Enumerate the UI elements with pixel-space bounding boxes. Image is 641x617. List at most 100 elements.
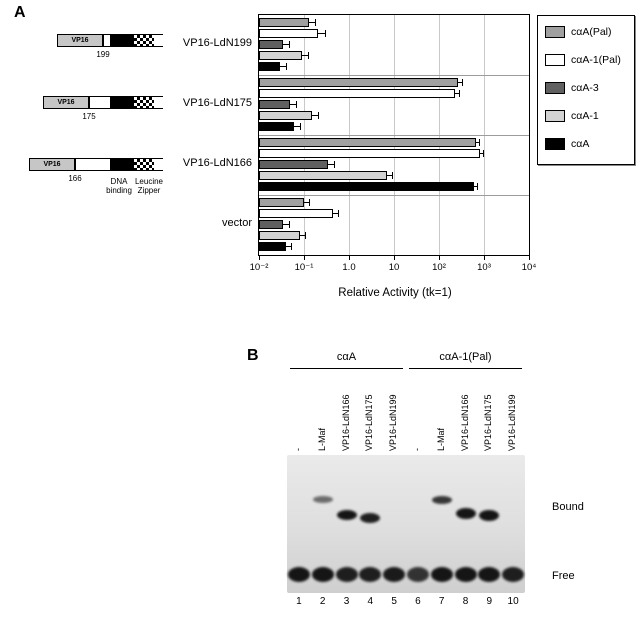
error-bar-cap [309, 199, 311, 206]
legend-item: cαA [545, 137, 589, 151]
data-bar [259, 51, 302, 60]
legend-color-swatch [545, 54, 565, 66]
tail-segment [154, 159, 164, 170]
error-bar-cap [299, 123, 301, 130]
free-band [335, 567, 358, 582]
bound-band-label: Bound [552, 501, 584, 513]
legend-color-swatch [545, 110, 565, 122]
dna-binding-annotation: DNA binding [106, 177, 132, 195]
lane-number: 10 [507, 596, 519, 607]
legend-label: cαA-1 [571, 110, 599, 122]
error-bar-cap [289, 41, 291, 48]
bar-chart-plot-area [258, 14, 530, 256]
dna-binding-segment [110, 35, 134, 46]
gel-group-label: cαA [336, 351, 357, 363]
data-bar [259, 40, 284, 49]
group-divider-line [259, 195, 529, 196]
vp16-box: VP16 [57, 34, 103, 47]
data-bar [259, 209, 334, 218]
data-bar [259, 100, 291, 109]
free-band [430, 567, 453, 582]
legend-color-swatch [545, 26, 565, 38]
error-bar [317, 33, 325, 34]
error-bar [286, 246, 292, 247]
error-bar-cap [338, 210, 339, 217]
error-bar [301, 55, 308, 56]
error-bar-cap [462, 79, 464, 86]
legend-label: cαA(Pal) [571, 26, 612, 38]
lane-number: 6 [415, 596, 421, 607]
lane-label: VP16-LdN166 [459, 394, 470, 451]
lane-label: VP16-LdN166 [340, 394, 351, 451]
free-band [478, 567, 501, 582]
n-region-segment [104, 35, 110, 46]
x-tick-label: 10⁻² [249, 262, 269, 273]
free-band [406, 567, 429, 582]
lane-label: - [411, 448, 422, 451]
n-region-segment [90, 97, 110, 108]
error-bar [283, 44, 290, 45]
gel-group-bracket [409, 368, 522, 369]
error-bar [299, 235, 305, 236]
free-band [287, 567, 310, 582]
lane-label: VP16-LdN175 [483, 394, 494, 451]
chart-group-label: vector [222, 217, 252, 229]
data-bar [259, 171, 388, 180]
leucine-zipper-segment [134, 159, 154, 170]
legend-color-swatch [545, 82, 565, 94]
x-tick-mark [439, 256, 440, 260]
lane-number: 8 [462, 596, 469, 607]
dna-binding-segment [110, 97, 134, 108]
free-band [454, 567, 477, 582]
bound-band [312, 496, 333, 504]
error-bar-cap [479, 139, 481, 146]
legend-item: cαA-1(Pal) [545, 53, 621, 67]
chart-group-label: VP16-LdN166 [182, 157, 252, 169]
lane-label: - [292, 448, 303, 451]
data-bar [259, 89, 456, 98]
error-bar-cap [315, 19, 317, 26]
vp16-box: VP16 [43, 96, 89, 109]
x-axis-title: Relative Activity (tk=1) [338, 287, 452, 299]
lane-label: VP16-LdN175 [364, 394, 375, 451]
lane-label: L-Maf [435, 427, 446, 451]
tail-segment [154, 35, 164, 46]
error-bar [304, 202, 310, 203]
error-bar [480, 153, 483, 154]
data-bar [259, 18, 310, 27]
x-tick-label: 1.0 [342, 262, 356, 273]
error-bar [294, 126, 300, 127]
error-bar [458, 82, 463, 83]
error-bar [333, 213, 338, 214]
chart-legend: cαA(Pal) cαA-1(Pal) cαA-3 cαA-1 cαA [537, 15, 635, 165]
data-bar [259, 149, 481, 158]
chart-group-label: VP16-LdN175 [182, 97, 252, 109]
data-bar [259, 29, 318, 38]
error-bar [328, 164, 335, 165]
bound-band [431, 495, 452, 504]
construct-start-residue: 175 [82, 112, 96, 121]
data-bar [259, 111, 312, 120]
data-bar [259, 160, 329, 169]
gel-image [287, 455, 525, 593]
tail-segment [154, 97, 164, 108]
error-bar-cap [286, 63, 288, 70]
data-bar [259, 122, 295, 131]
group-divider-line [259, 135, 529, 136]
data-bar [259, 182, 475, 191]
lane-label: VP16-LdN199 [388, 394, 399, 451]
gel-group-label: cαA-1(Pal) [439, 351, 492, 363]
legend-item: cαA-3 [545, 81, 599, 95]
bound-band [479, 510, 500, 522]
free-band [502, 567, 525, 582]
dna-binding-segment [110, 159, 134, 170]
x-tick-mark [484, 256, 485, 260]
x-tick-label: 10 [388, 262, 400, 273]
leucine-zipper-annotation: Leucine Zipper [134, 177, 164, 195]
x-tick-mark [349, 256, 350, 260]
data-bar [259, 62, 281, 71]
data-bar [259, 242, 287, 251]
error-bar-cap [295, 101, 297, 108]
free-band [311, 567, 334, 582]
lane-number: 1 [296, 596, 302, 607]
